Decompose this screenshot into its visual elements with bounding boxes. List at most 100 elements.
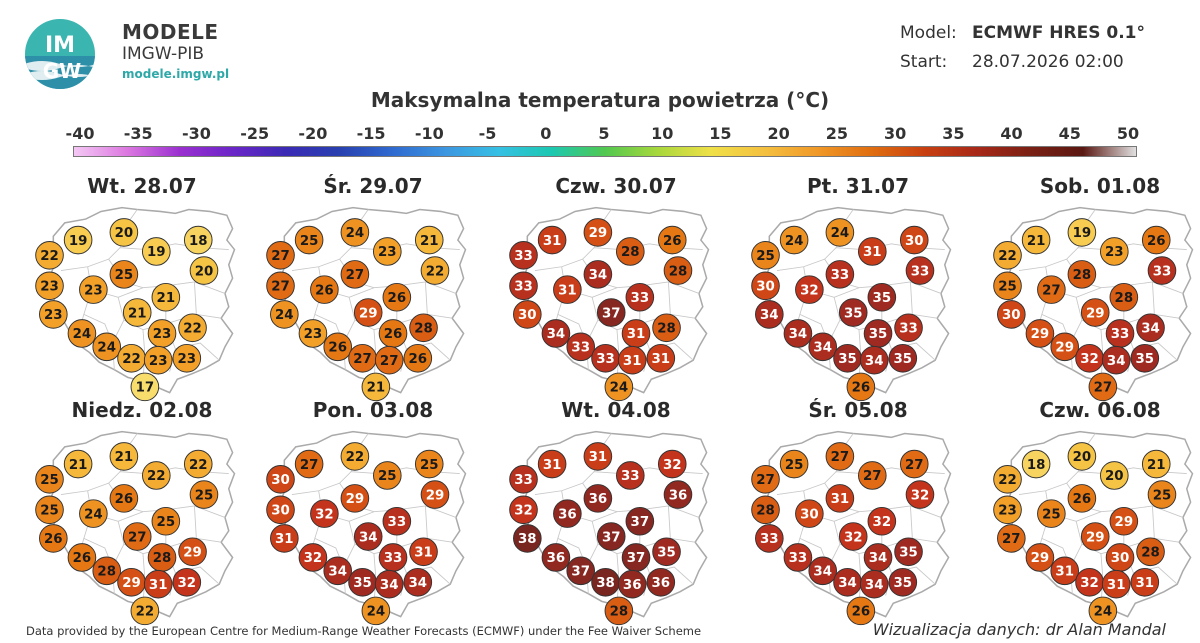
- temperature-dot: [420, 480, 450, 509]
- city-marker: 31: [1101, 569, 1131, 599]
- city-marker: 26: [323, 332, 353, 362]
- city-marker: 26: [846, 372, 876, 402]
- panel-date: Wt. 28.07: [87, 174, 197, 198]
- city-marker: 33: [1105, 319, 1135, 348]
- temperature-label: 31: [558, 283, 577, 298]
- temperature-dot: [751, 271, 780, 301]
- temperature-label: 27: [380, 354, 399, 369]
- brand-url[interactable]: modele.imgw.pl: [122, 67, 230, 81]
- temperature-dot: [751, 495, 780, 525]
- temperature-label: 26: [44, 532, 63, 547]
- temperature-dot: [604, 596, 634, 626]
- temperature-dot: [1067, 218, 1097, 247]
- temperature-label: 31: [652, 352, 671, 367]
- city-marker: 21: [1141, 449, 1171, 479]
- city-marker: 30: [997, 300, 1026, 329]
- temperature-label: 29: [589, 226, 608, 241]
- temperature-label: 22: [147, 469, 166, 484]
- temperature-label: 22: [189, 458, 208, 473]
- city-marker: 27: [122, 522, 152, 551]
- temperature-dot: [808, 556, 838, 586]
- temperature-label: 32: [873, 515, 892, 530]
- city-marker: 33: [894, 313, 923, 343]
- colorbar-tick: -35: [123, 124, 153, 143]
- temperature-label: 29: [183, 546, 202, 561]
- temperature-label: 25: [157, 515, 176, 530]
- city-marker: 31: [583, 442, 613, 471]
- temperature-dot: [751, 465, 780, 494]
- city-marker: 21: [151, 282, 181, 312]
- temperature-label: 24: [97, 341, 116, 356]
- city-marker: 19: [142, 237, 171, 266]
- temperature-label: 22: [122, 352, 141, 367]
- temperature-label: 32: [663, 458, 682, 473]
- city-marker: 37: [621, 543, 651, 572]
- city-marker: 21: [361, 372, 391, 402]
- city-marker: 36: [553, 499, 582, 528]
- city-marker: 26: [67, 543, 97, 572]
- temperature-label: 31: [275, 532, 294, 547]
- temperature-label: 33: [571, 341, 590, 356]
- temperature-label: 21: [420, 234, 439, 249]
- temperature-label: 19: [69, 234, 88, 249]
- temperature-dot: [652, 313, 681, 343]
- temperature-dot: [1141, 225, 1171, 255]
- city-marker: 25: [779, 449, 809, 479]
- city-marker: 27: [294, 449, 324, 479]
- temperature-label: 35: [838, 352, 857, 367]
- temperature-dot: [35, 495, 64, 525]
- temperature-label: 21: [128, 306, 147, 321]
- city-marker: 25: [294, 225, 324, 255]
- city-marker: 29: [1025, 543, 1055, 572]
- city-marker: 35: [348, 567, 377, 597]
- temperature-label: 31: [863, 245, 882, 260]
- temperature-dot: [420, 256, 450, 285]
- city-marker: 24: [67, 319, 97, 348]
- forecast-panel: Pt. 31.07 24 24 30 25 31 33 30 32 33 34 35 35 34 35 33 3…: [738, 174, 978, 404]
- temperature-dot: [1080, 522, 1110, 551]
- city-marker: 31: [621, 319, 651, 348]
- city-marker: 29: [340, 484, 370, 513]
- temperature-label: 23: [40, 280, 59, 295]
- temperature-label: 29: [1031, 327, 1050, 342]
- city-marker: 27: [340, 260, 370, 289]
- city-marker: 17: [130, 372, 160, 402]
- panel-date: Pt. 31.07: [806, 174, 910, 198]
- temperature-label: 29: [1031, 551, 1050, 566]
- city-marker: 23: [172, 343, 202, 373]
- temperature-dot: [513, 300, 542, 329]
- colorbar-tick: 25: [825, 124, 848, 143]
- temperature-label: 23: [153, 327, 172, 342]
- city-marker: 28: [751, 495, 780, 525]
- temperature-dot: [310, 275, 339, 304]
- city-marker: 24: [1088, 596, 1118, 626]
- temperature-dot: [993, 241, 1022, 270]
- temperature-label: 30: [800, 507, 819, 522]
- temperature-dot: [340, 484, 370, 513]
- temperature-dot: [646, 343, 676, 373]
- temperature-label: 34: [760, 308, 779, 323]
- temperature-label: 33: [1153, 264, 1172, 279]
- city-marker: 31: [409, 537, 438, 567]
- svg-text:GW: GW: [43, 59, 81, 83]
- city-marker: 26: [39, 524, 68, 553]
- city-marker: 29: [1050, 332, 1080, 362]
- temperature-dot: [825, 442, 855, 471]
- temperature-label: 29: [1115, 515, 1134, 530]
- city-marker: 32: [838, 522, 868, 551]
- city-marker: 20: [109, 218, 139, 247]
- start-value: 28.07.2026 02:00: [972, 52, 1124, 72]
- temperature-label: 31: [831, 492, 850, 507]
- colorbar-tick: -15: [356, 124, 386, 143]
- poland-map: 21 21 22 25 22 25 25 24 26 26 27 25 26 28 29 28 29 31 32 22: [35, 430, 236, 626]
- temperature-label: 35: [869, 327, 888, 342]
- city-marker: 38: [591, 567, 620, 597]
- temperature-dot: [1130, 343, 1160, 373]
- temperature-label: 26: [315, 283, 334, 298]
- temperature-dot: [899, 449, 929, 479]
- temperature-label: 24: [1094, 605, 1113, 620]
- temperature-dot: [1080, 298, 1110, 327]
- temperature-dot: [143, 569, 173, 599]
- temperature-dot: [905, 480, 935, 509]
- city-marker: 24: [825, 218, 855, 247]
